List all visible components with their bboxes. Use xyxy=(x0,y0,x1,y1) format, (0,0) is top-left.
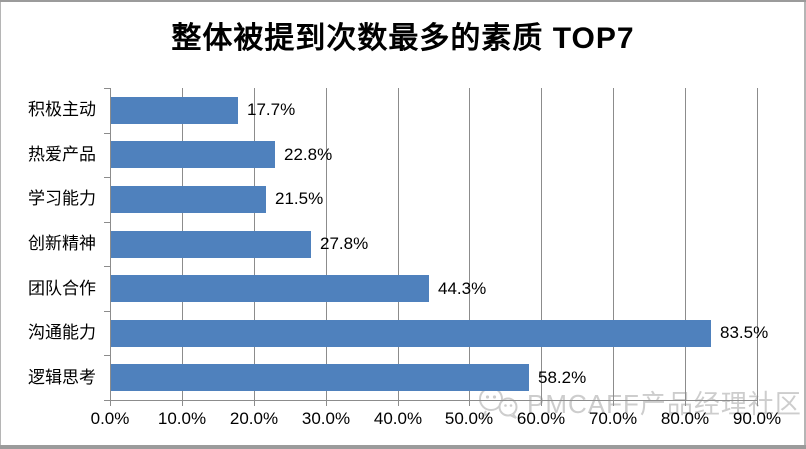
gridline xyxy=(541,88,542,400)
y-axis-tick xyxy=(104,133,110,134)
x-axis-tick xyxy=(110,400,111,406)
x-tick-label: 0.0% xyxy=(90,409,130,428)
bar xyxy=(111,186,266,213)
category-label: 沟通能力 xyxy=(28,323,96,342)
x-tick-label: 40.0% xyxy=(373,409,423,428)
bar-value-label: 17.7% xyxy=(247,100,296,119)
x-axis-tick xyxy=(326,400,327,406)
category-label: 创新精神 xyxy=(28,234,96,253)
y-axis-tick xyxy=(104,177,110,178)
x-axis-tick xyxy=(613,400,614,406)
x-tick-label: 60.0% xyxy=(516,409,566,428)
x-tick-label: 50.0% xyxy=(444,409,494,428)
x-axis-line xyxy=(110,400,758,401)
y-axis-tick xyxy=(104,355,110,356)
bar xyxy=(111,141,275,168)
bar xyxy=(111,364,529,391)
bar-value-label: 22.8% xyxy=(284,145,333,164)
category-label: 学习能力 xyxy=(28,189,96,208)
x-tick-label: 10.0% xyxy=(157,409,207,428)
watermark-text: PMCAFF产品经理社区 xyxy=(527,389,802,419)
x-tick-label: 30.0% xyxy=(301,409,351,428)
gridline xyxy=(398,88,399,400)
bar xyxy=(111,97,238,124)
chart-title: 整体被提到次数最多的素质 TOP7 xyxy=(171,22,635,55)
bar xyxy=(111,275,429,302)
y-axis-tick xyxy=(104,222,110,223)
y-axis-tick xyxy=(104,400,110,401)
gridline xyxy=(685,88,686,400)
category-label: 逻辑思考 xyxy=(28,368,96,387)
y-axis-tick xyxy=(104,266,110,267)
x-axis-tick xyxy=(398,400,399,406)
bar-value-label: 83.5% xyxy=(720,323,769,342)
category-label: 团队合作 xyxy=(28,279,96,298)
gridline xyxy=(326,88,327,400)
bar xyxy=(111,231,311,258)
x-axis-tick xyxy=(182,400,183,406)
bar xyxy=(111,320,711,347)
gridline xyxy=(469,88,470,400)
category-label: 积极主动 xyxy=(28,100,96,119)
y-axis-tick xyxy=(104,311,110,312)
x-axis-tick xyxy=(469,400,470,406)
x-tick-label: 70.0% xyxy=(588,409,638,428)
gridline xyxy=(757,88,758,400)
y-axis-tick xyxy=(104,88,110,89)
bar-value-label: 58.2% xyxy=(538,368,587,387)
x-tick-label: 80.0% xyxy=(660,409,710,428)
watermark: PMCAFF产品经理社区 xyxy=(476,384,802,421)
y-axis-line xyxy=(110,88,111,401)
x-tick-label: 90.0% xyxy=(732,409,782,428)
category-label: 热爱产品 xyxy=(28,145,96,164)
x-axis-tick xyxy=(757,400,758,406)
x-axis-tick xyxy=(685,400,686,406)
x-tick-label: 20.0% xyxy=(229,409,279,428)
bar-value-label: 27.8% xyxy=(320,234,369,253)
gridline xyxy=(613,88,614,400)
bar-value-label: 44.3% xyxy=(438,279,487,298)
x-axis-tick xyxy=(541,400,542,406)
bar-value-label: 21.5% xyxy=(275,189,324,208)
x-axis-tick xyxy=(254,400,255,406)
